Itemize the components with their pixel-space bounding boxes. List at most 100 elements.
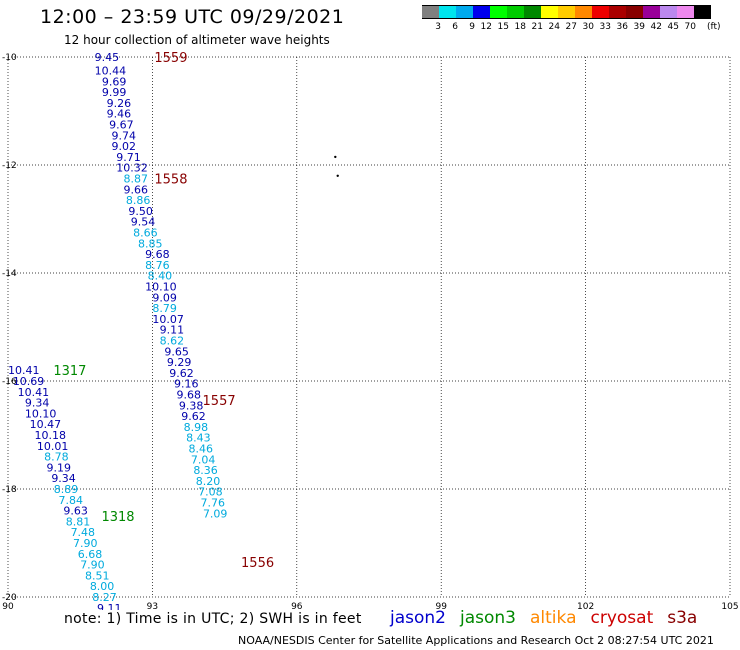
swh-value: 10.07 bbox=[152, 313, 184, 326]
legend-label: 30 bbox=[582, 22, 594, 32]
satellite-cryosat: cryosat bbox=[590, 608, 654, 628]
swh-value: 10.41 bbox=[8, 364, 40, 377]
swh-value: 9.62 bbox=[181, 410, 206, 423]
swh-value: 8.87 bbox=[124, 173, 148, 186]
swh-value: 9.50 bbox=[128, 205, 153, 218]
swh-value: 6.68 bbox=[78, 548, 103, 561]
swh-value: 9.63 bbox=[63, 505, 88, 518]
swh-value: 9.68 bbox=[176, 389, 201, 402]
swh-value: 8.85 bbox=[138, 237, 163, 250]
swh-value: 10.47 bbox=[30, 418, 62, 431]
swh-value: 9.45 bbox=[95, 51, 120, 64]
legend-label: 27 bbox=[565, 22, 577, 32]
swh-value: 9.34 bbox=[25, 397, 49, 410]
x-tick-label: 90 bbox=[2, 602, 14, 610]
swh-value: 9.26 bbox=[107, 97, 132, 110]
swh-value: 10.10 bbox=[145, 281, 177, 294]
legend-label: 18 bbox=[514, 22, 526, 32]
swh-value: 9.11 bbox=[160, 324, 185, 337]
footnote: note: 1) Time is in UTC; 2) SWH is in fe… bbox=[64, 611, 362, 627]
legend-label: 15 bbox=[497, 22, 509, 32]
swh-value: 8.89 bbox=[54, 483, 79, 496]
swh-value: 7.04 bbox=[191, 453, 216, 466]
legend-swatch bbox=[609, 5, 626, 19]
swh-value: 9.11 bbox=[97, 602, 122, 610]
legend-swatch bbox=[524, 5, 541, 19]
legend-swatch bbox=[507, 5, 524, 19]
swh-value: 7.09 bbox=[203, 507, 228, 520]
pass-label: 1558 bbox=[154, 173, 187, 188]
legend-swatch bbox=[694, 5, 711, 19]
legend-swatch bbox=[490, 5, 507, 19]
legend-swatch bbox=[575, 5, 592, 19]
legend-label: 12 bbox=[480, 22, 492, 32]
swh-value: 9.38 bbox=[179, 399, 204, 412]
swh-value: 10.10 bbox=[25, 407, 56, 420]
x-tick-label: 105 bbox=[721, 602, 738, 610]
x-tick-label: 99 bbox=[435, 602, 447, 610]
swh-value: 8.36 bbox=[193, 464, 218, 477]
legend-label: 3 bbox=[435, 22, 441, 32]
y-tick-label: -18 bbox=[2, 485, 17, 495]
legend-swatch bbox=[558, 5, 575, 19]
swh-value: 8.46 bbox=[189, 443, 214, 456]
pass-label: 1559 bbox=[154, 51, 187, 66]
swh-value: 8.86 bbox=[126, 194, 151, 207]
legend-label: 9 bbox=[469, 22, 475, 32]
y-tick-label: -10 bbox=[2, 53, 17, 63]
satellite-altika: altika bbox=[530, 608, 577, 628]
pass-label: 1318 bbox=[101, 510, 134, 525]
swh-value: 9.69 bbox=[102, 75, 127, 88]
swh-value: 7.48 bbox=[71, 526, 96, 539]
legend-swatch bbox=[677, 5, 694, 19]
satellite-s3a: s3a bbox=[667, 608, 698, 628]
swh-value: 8.81 bbox=[66, 515, 91, 528]
y-tick-label: -20 bbox=[2, 593, 17, 603]
swh-value: 8.27 bbox=[92, 591, 117, 604]
satellite-jason2: jason2 bbox=[390, 608, 446, 628]
legend-label: 45 bbox=[667, 22, 679, 32]
x-tick-label: 93 bbox=[147, 602, 158, 610]
swh-value: 8.78 bbox=[44, 451, 69, 464]
swh-value: 9.19 bbox=[47, 461, 72, 474]
swh-value: 9.16 bbox=[174, 378, 199, 391]
swh-value: 8.98 bbox=[184, 421, 209, 434]
island-dot bbox=[334, 155, 337, 159]
legend-swatch bbox=[643, 5, 660, 19]
swh-value: 9.54 bbox=[131, 216, 156, 229]
swh-value: 10.32 bbox=[116, 162, 148, 175]
legend-label: 36 bbox=[616, 22, 628, 32]
legend-label: 21 bbox=[531, 22, 543, 32]
swh-value: 7.84 bbox=[59, 494, 84, 507]
swh-value: 8.51 bbox=[85, 569, 110, 582]
swh-value: 7.08 bbox=[198, 486, 223, 499]
swh-value: 9.46 bbox=[107, 108, 132, 121]
legend-swatch bbox=[456, 5, 473, 19]
swh-value: 7.90 bbox=[73, 537, 98, 550]
swh-value: 10.41 bbox=[18, 386, 50, 399]
legend-label: 24 bbox=[548, 22, 560, 32]
swh-value: 9.02 bbox=[111, 140, 136, 153]
legend-unit: (ft) bbox=[707, 22, 721, 32]
legend-label: 70 bbox=[684, 22, 696, 32]
swh-value: 7.76 bbox=[201, 497, 226, 510]
satellite-legend: jason2 jason3 altika cryosat s3a bbox=[390, 608, 711, 628]
swh-value: 8.40 bbox=[148, 270, 173, 283]
legend-swatch bbox=[541, 5, 558, 19]
legend-swatch bbox=[473, 5, 490, 19]
chart-subtitle: 12 hour collection of altimeter wave hei… bbox=[64, 33, 330, 47]
swh-value: 9.71 bbox=[116, 151, 141, 164]
legend-label: 6 bbox=[452, 22, 458, 32]
swh-value: 9.09 bbox=[152, 291, 177, 304]
swh-value: 8.79 bbox=[152, 302, 177, 315]
swh-value: 9.62 bbox=[169, 367, 194, 380]
swh-value: 8.43 bbox=[186, 432, 211, 445]
pass-label: 1317 bbox=[53, 364, 86, 379]
island-dot bbox=[336, 174, 339, 177]
swh-value: 8.62 bbox=[160, 335, 185, 348]
legend-label: 33 bbox=[599, 22, 611, 32]
pass-label: 1556 bbox=[241, 556, 274, 571]
legend-label: 42 bbox=[650, 22, 662, 32]
swh-value: 8.76 bbox=[145, 259, 170, 272]
swh-value: 10.44 bbox=[95, 65, 127, 78]
